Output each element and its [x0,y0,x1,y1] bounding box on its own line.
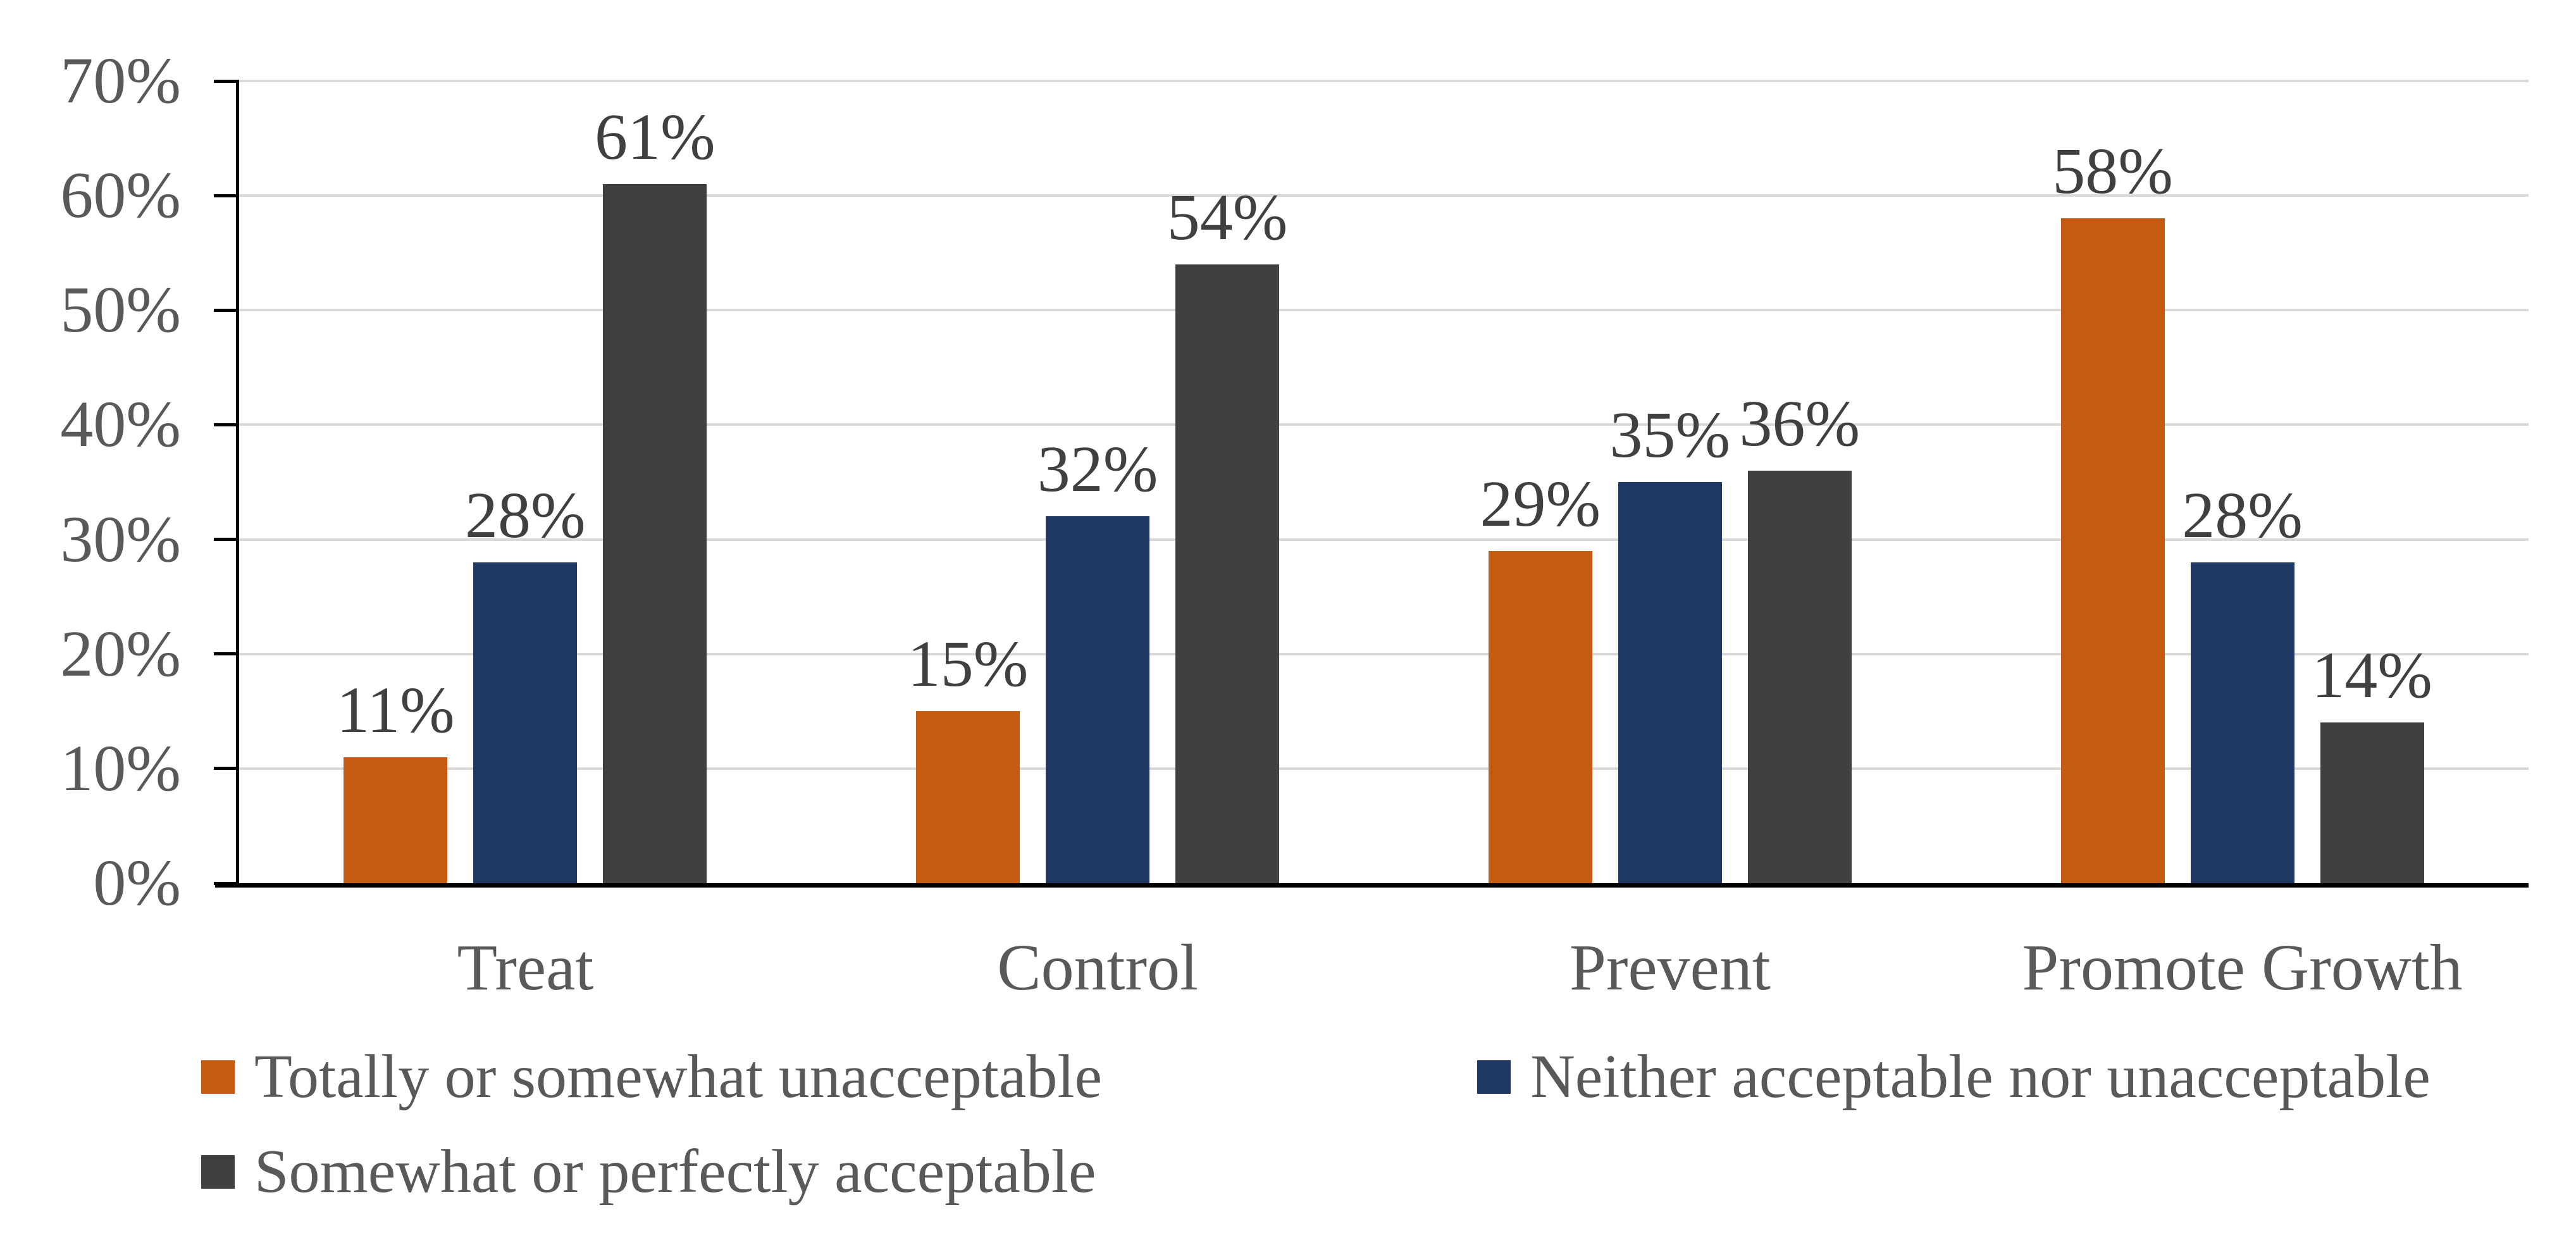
bar [2190,562,2294,883]
y-axis-tick-label: 40% [60,388,181,461]
data-label: 32% [1037,433,1158,506]
y-axis-tick-label: 30% [60,502,181,576]
category-label: Prevent [1570,931,1771,1004]
legend-swatch-orange-icon [201,1060,235,1094]
plot-area: 11% 28% 61% 15% 32% 54% 29% 35% 36% 58% 28% 14% [239,80,2529,883]
data-label: 15% [907,628,1029,701]
y-axis-tick-label: 20% [60,617,181,690]
legend-item-totally-or-somewhat-unacceptable: Totally or somewhat unacceptable [201,1045,1477,1108]
gridline [239,652,2529,655]
y-axis-line [236,81,239,883]
gridline [239,423,2529,426]
bar [1046,516,1150,883]
bar [1618,482,1722,883]
bar [2320,722,2424,883]
x-axis-line [215,883,2529,888]
bar [1175,264,1280,883]
bar [603,184,707,883]
data-label: 11% [336,673,455,746]
bar [344,757,448,883]
legend-item-neither-acceptable-nor-unacceptable: Neither acceptable nor unacceptable [1477,1045,2430,1108]
data-label: 58% [2052,135,2173,208]
y-axis-tick-label: 50% [60,273,181,347]
bar [473,562,578,883]
legend-label: Totally or somewhat unacceptable [254,1043,1103,1111]
category-label: Control [997,931,1199,1004]
y-axis-tick-label: 0% [93,846,181,919]
data-label: 28% [465,478,586,552]
y-axis-tick-label: 10% [60,731,181,805]
y-axis-tick [214,881,239,885]
bar [2060,218,2165,883]
data-label: 61% [595,101,715,174]
y-axis-tick [214,79,239,83]
gridline [239,767,2529,770]
y-axis-tick-label: 60% [60,159,181,232]
data-label: 35% [1609,399,1731,471]
legend-label: Somewhat or perfectly acceptable [254,1137,1096,1206]
data-label: 36% [1739,387,1861,460]
y-axis-tick [214,308,239,312]
gridline [239,80,2529,82]
y-axis-tick [214,423,239,426]
legend-swatch-gray-icon [201,1155,235,1189]
legend-label: Neither acceptable nor unacceptable [1530,1043,2430,1111]
y-axis-tick [214,767,239,771]
data-label: 29% [1480,467,1601,540]
bar [916,711,1020,883]
legend-swatch-blue-icon [1477,1060,1511,1094]
category-label: Treat [457,931,594,1004]
category-label: Promote Growth [2022,931,2463,1004]
bar [1747,470,1852,883]
data-label: 14% [2312,639,2432,712]
y-axis-tick-label: 70% [60,44,181,117]
data-label: 28% [2182,478,2303,552]
data-label: 54% [1167,180,1288,254]
y-axis-tick [214,538,239,542]
gridline [239,538,2529,541]
y-axis-tick [214,652,239,656]
y-axis-tick [214,194,239,197]
gridline [239,194,2529,197]
legend: Totally or somewhat unacceptable Neither… [201,1045,2430,1203]
gridline [239,309,2529,312]
bar [1488,550,1592,883]
legend-item-somewhat-or-perfectly-acceptable: Somewhat or perfectly acceptable [201,1140,1477,1203]
